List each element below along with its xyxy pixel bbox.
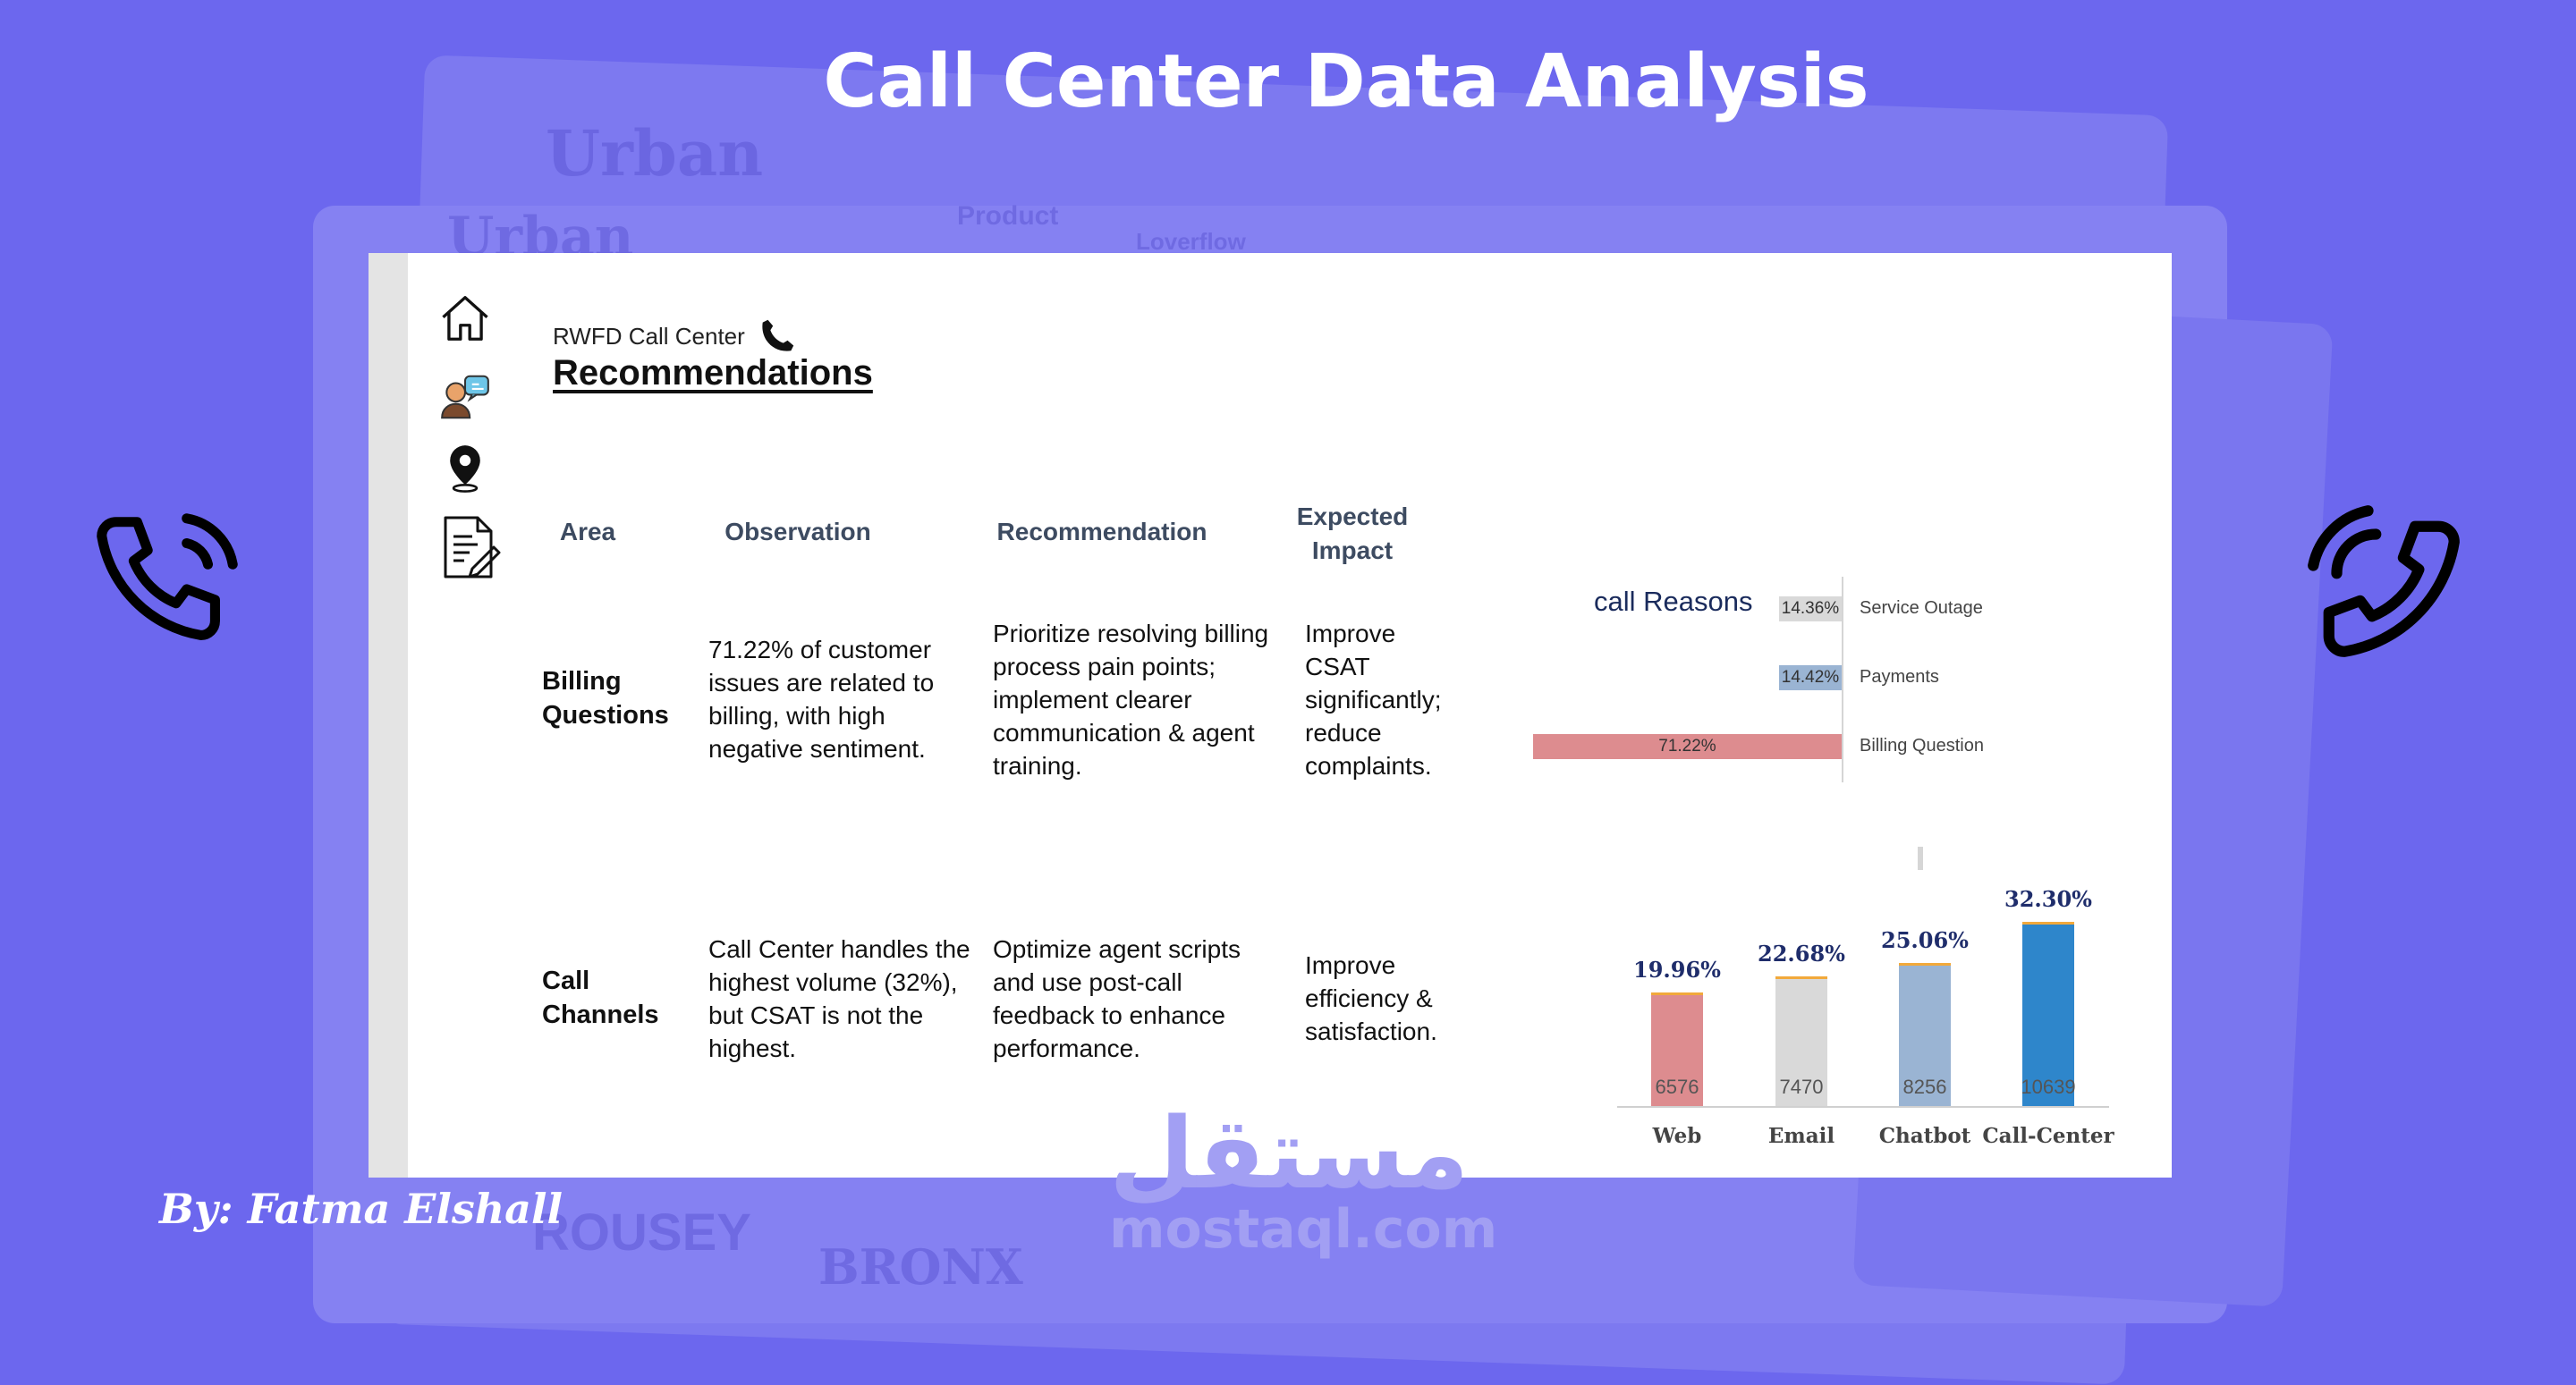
row-area-channels: Call Channels [542,967,659,1029]
row-observation-billing: 71.22% of customer issues are related to… [708,636,935,763]
column-header-area: Area [559,518,616,545]
channel-percent-label: 22.68% [1758,941,1845,967]
row-recommendation-billing: Prioritize resolving billing process pai… [993,620,1269,780]
channel-bar [1775,976,1827,1106]
channel-percent-label: 25.06% [1881,927,1969,953]
channel-bar-cap [1651,992,1703,995]
page-heading: Recommendations [553,353,873,393]
sidebar-strip [369,253,408,1178]
notes-edit-icon[interactable] [437,512,502,582]
channel-bar-cap [1899,963,1951,966]
channel-value-label: 8256 [1902,1076,1947,1098]
watermark-arabic: مستقل [1109,1096,1470,1211]
call-reason-label: Billing Question [1860,736,1984,756]
ghost-text: Loverflow [1136,228,1246,255]
channel-bar [2022,922,2074,1106]
channel-bar-cap [1775,976,1827,979]
phone-icon [762,319,794,351]
channel-percent-label: 32.30% [2004,886,2092,912]
row-impact-channels: Improve efficiency & satisfaction. [1305,951,1437,1045]
dashboard-panel: RWFD Call Center Recommendations Area Ob… [369,253,2172,1178]
channel-value-label: 7470 [1779,1076,1824,1098]
call-reason-bar: 14.36% [1779,596,1842,621]
channel-bar-cap [2022,922,2074,925]
page-title: Call Center Data Analysis [823,39,1869,124]
channel-percent-label: 19.96% [1633,957,1721,983]
column-header-expected-impact: Expected Impact [1296,502,1409,564]
ghost-text: BRONX [818,1238,1023,1296]
channel-chart-baseline [1617,1106,2109,1108]
channel-category-label: Call-Center [1982,1124,2114,1148]
call-reason-label: Payments [1860,667,1939,687]
channel-value-label: 10639 [2021,1076,2076,1098]
mostaql-watermark: مستقل mostaql.com [1109,1096,1498,1261]
call-reason-bar: 14.42% [1779,665,1842,690]
phone-ringing-icon [97,513,238,640]
ghost-text: ROUSEY [532,1203,751,1262]
ghost-text: Urban [546,116,764,190]
channel-value-label: 6576 [1655,1076,1699,1098]
agent-feedback-icon[interactable] [437,369,493,425]
call-reasons-axis [1842,577,1843,782]
app-label: RWFD Call Center [553,323,745,350]
ghost-text: Product [957,201,1059,231]
row-recommendation-channels: Optimize agent scripts and use post-call… [993,935,1241,1062]
row-observation-channels: Call Center handles the highest volume (… [708,935,970,1062]
column-header-recommendation: Recommendation [996,518,1208,545]
row-area-billing: Billing Questions [542,667,669,730]
author-credit: By: Fatma Elshall [159,1185,563,1233]
watermark-latin: mostaql.com [1109,1198,1498,1261]
location-pin-icon[interactable] [437,441,493,496]
phone-hangup-icon [2308,505,2460,657]
channel-category-label: Email [1767,1124,1835,1148]
column-header-observation: Observation [724,518,871,545]
home-icon[interactable] [437,291,493,346]
call-reasons-chart-title: call Reasons [1594,586,1753,617]
channel-bar [1899,963,1951,1106]
call-reason-bar: 71.22% [1533,734,1842,759]
row-impact-billing: Improve CSAT significantly; reduce compl… [1305,620,1442,780]
channel-bar [1651,992,1703,1106]
chart-slicer-handle [1918,847,1923,870]
channel-category-label: Chatbot [1878,1124,1971,1148]
channel-category-label: Web [1652,1124,1702,1148]
call-reason-label: Service Outage [1860,598,1983,618]
